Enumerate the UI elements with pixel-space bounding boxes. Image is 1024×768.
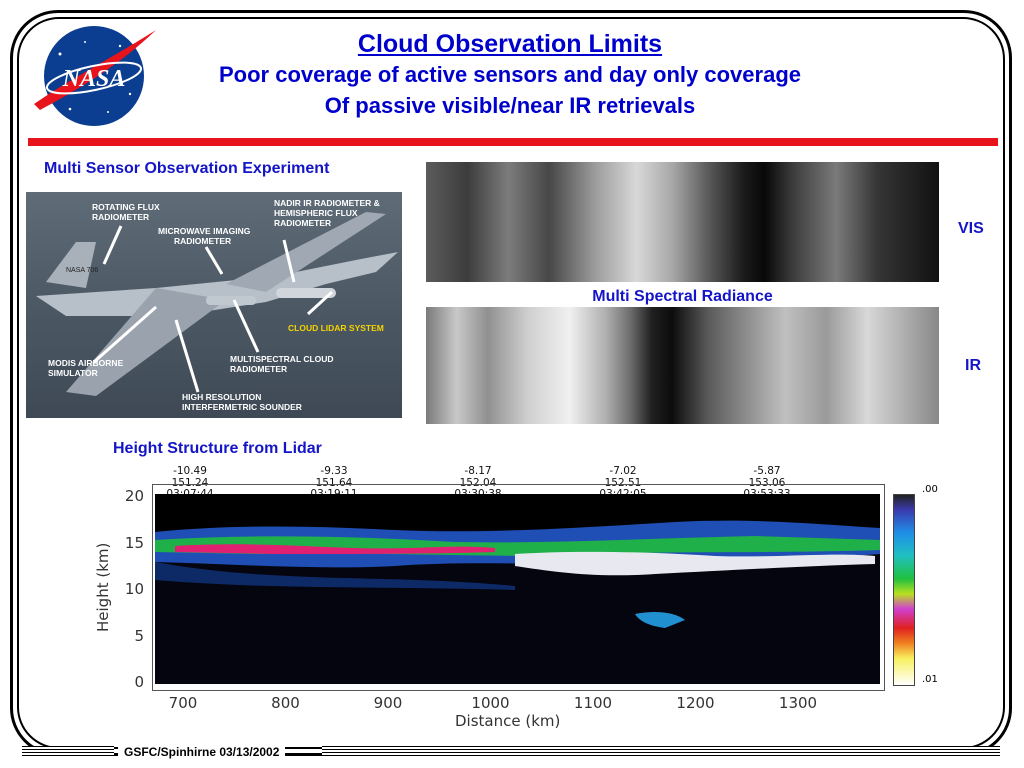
lidar-xtick: 1200 — [676, 694, 715, 712]
vis-radiance-image — [426, 162, 939, 282]
label-hires: HIGH RESOLUTION INTERFERMETRIC SOUNDER — [182, 392, 302, 412]
lidar-header-lat: -8.17 — [464, 465, 492, 477]
vis-label: VIS — [958, 220, 984, 237]
lidar-xtick: 800 — [271, 694, 300, 712]
lidar-header-lon: 151.64 — [315, 476, 353, 489]
lidar-header-lon: 151.24 — [171, 476, 209, 489]
slide-subtitle-2: Of passive visible/near IR retrievals — [324, 93, 696, 118]
red-divider — [28, 138, 998, 146]
lidar-ytick: 20 — [124, 487, 144, 505]
aircraft-tail-text: NASA 706 — [66, 267, 98, 274]
lidar-xtick: 900 — [373, 694, 403, 712]
lidar-header-lat: -10.49 — [173, 465, 207, 477]
lidar-header-lon: 152.04 — [459, 476, 497, 489]
lidar-ylabel: Height (km) — [94, 542, 112, 632]
lidar-ytick: 10 — [124, 580, 144, 598]
label-modis: MODIS AIRBORNE SIMULATOR — [48, 358, 124, 378]
lidar-ytick: 15 — [124, 533, 144, 552]
lidar-header-lat: -9.33 — [320, 465, 348, 477]
lidar-header-lon: 152.51 — [604, 476, 642, 489]
ir-label: IR — [965, 357, 981, 374]
lidar-xlabel: Distance (km) — [455, 712, 561, 730]
label-rotating-flux: ROTATING FLUX RADIOMETER — [92, 202, 160, 222]
multispectral-caption: Multi Spectral Radiance — [592, 288, 773, 305]
colorbar-top-label: .00 — [922, 484, 938, 495]
footer-stripe-right — [322, 746, 1000, 758]
lidar-ytick: 0 — [134, 673, 144, 691]
footer-stripe-left — [22, 746, 114, 758]
lidar-image — [155, 494, 880, 684]
nasa-logo-icon: NASA — [34, 26, 156, 126]
lidar-header-lat: -7.02 — [609, 465, 637, 477]
label-nadir-ir: NADIR IR RADIOMETER & HEMISPHERIC FLUX RAD… — [274, 198, 380, 228]
lidar-colorbar — [893, 494, 915, 686]
label-cloud-lidar: CLOUD LIDAR SYSTEM — [288, 323, 384, 333]
slide-title: Cloud Observation Limits — [357, 30, 663, 58]
ir-radiance-image — [426, 307, 939, 424]
label-multispectral: MULTISPECTRAL CLOUD RADIOMETER — [230, 354, 334, 374]
aircraft-photo: NASA 706 ROTATING FLUX RADIOMETER MICROWA… — [26, 192, 402, 418]
label-microwave: MICROWAVE IMAGING RADIOMETER — [158, 226, 251, 246]
nasa-logo-text: NASA — [62, 66, 126, 92]
footer-credit: GSFC/Spinhirne 03/13/2002 — [118, 745, 286, 759]
lidar-xtick: 1300 — [778, 694, 818, 712]
slide-subtitle-1: Poor coverage of active sensors and day … — [218, 62, 801, 87]
lidar-xtick: 1000 — [471, 694, 510, 712]
lidar-heading: Height Structure from Lidar — [113, 440, 322, 457]
lidar-ytick: 5 — [134, 626, 144, 645]
lidar-xtick: 1100 — [573, 694, 613, 712]
lidar-header-lon: 153.06 — [748, 476, 786, 489]
colorbar-bottom-label: .01 — [922, 674, 938, 685]
lidar-header-lat: -5.87 — [753, 465, 781, 477]
left-panel-heading: Multi Sensor Observation Experiment — [44, 160, 330, 177]
aircraft-icon: NASA 706 — [36, 212, 398, 396]
lidar-xtick: 700 — [168, 694, 198, 712]
lidar-frame — [152, 484, 885, 691]
